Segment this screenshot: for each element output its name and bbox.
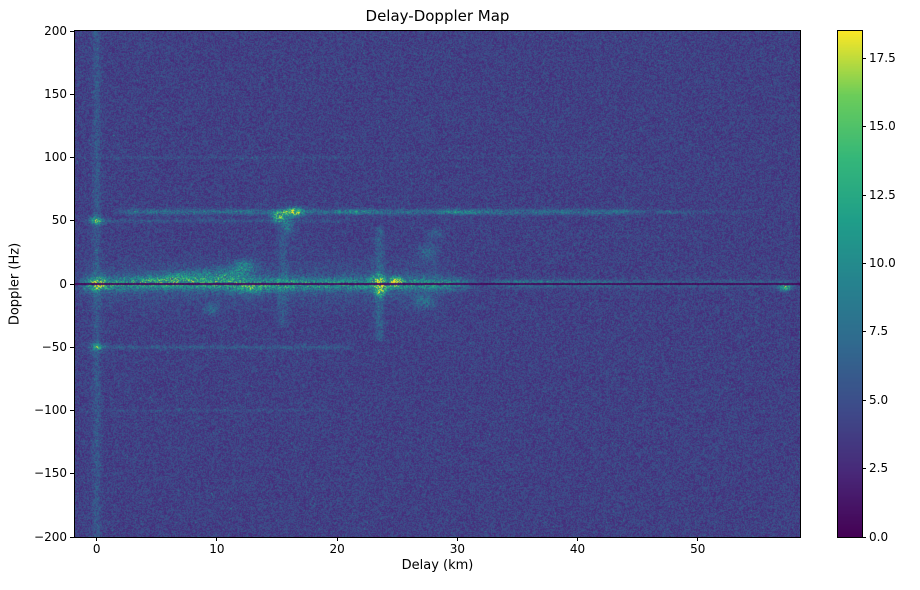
colorbar-tick-label: 10.0 — [869, 255, 896, 270]
x-tick-label: 50 — [690, 542, 706, 556]
colorbar — [837, 30, 863, 538]
colorbar-tick — [862, 194, 866, 196]
colorbar-tick-label: 5.0 — [869, 392, 889, 407]
colorbar-tick-label: 7.5 — [869, 324, 889, 339]
colorbar-tick-label: 17.5 — [869, 50, 896, 65]
heatmap-plot-area — [74, 30, 801, 538]
colorbar-tick-label: 15.0 — [869, 119, 896, 134]
y-tick-label: 0 — [59, 276, 67, 291]
colorbar-tick — [862, 536, 866, 538]
x-tick-label: 20 — [329, 542, 345, 556]
y-tick — [70, 30, 74, 32]
x-tick-label: 40 — [569, 542, 586, 556]
y-tick-label: 200 — [44, 23, 67, 38]
colorbar-tick — [862, 57, 866, 59]
colorbar-tick — [862, 468, 866, 470]
colorbar-tick-label: 0.0 — [869, 529, 889, 544]
x-tick — [697, 537, 699, 541]
x-axis-label: Delay (km) — [401, 558, 474, 573]
y-tick — [70, 220, 74, 222]
y-tick-label: 50 — [51, 213, 67, 228]
y-tick-label: 100 — [44, 150, 67, 164]
x-tick-label: 10 — [209, 542, 225, 556]
x-tick — [96, 537, 98, 541]
colorbar-canvas — [838, 31, 862, 537]
y-tick — [70, 410, 74, 411]
y-tick — [70, 283, 74, 285]
y-tick-label: −200 — [34, 529, 67, 544]
y-axis-label: Doppler (Hz) — [7, 242, 23, 326]
y-tick-label: −100 — [34, 403, 67, 417]
colorbar-tick-label: 2.5 — [869, 461, 889, 476]
x-tick — [216, 537, 218, 541]
colorbar-tick — [862, 262, 866, 264]
x-tick — [336, 537, 338, 541]
chart-title: Delay-Doppler Map — [365, 7, 510, 25]
y-tick-label: −150 — [34, 466, 67, 481]
x-tick — [577, 537, 579, 541]
y-tick — [70, 346, 74, 348]
colorbar-tick-label: 12.5 — [869, 187, 896, 202]
y-tick-label: −50 — [41, 339, 67, 354]
y-tick — [70, 536, 74, 538]
y-tick-label: 150 — [44, 86, 67, 101]
colorbar-tick — [862, 399, 866, 401]
x-tick — [456, 537, 458, 541]
x-tick-label: 30 — [449, 542, 465, 556]
heatmap-canvas — [75, 31, 800, 537]
x-tick-label: 0 — [92, 542, 101, 556]
colorbar-tick — [862, 331, 866, 333]
y-tick — [70, 93, 74, 95]
colorbar-tick — [862, 126, 866, 128]
y-tick — [70, 157, 74, 158]
y-tick — [70, 473, 74, 475]
